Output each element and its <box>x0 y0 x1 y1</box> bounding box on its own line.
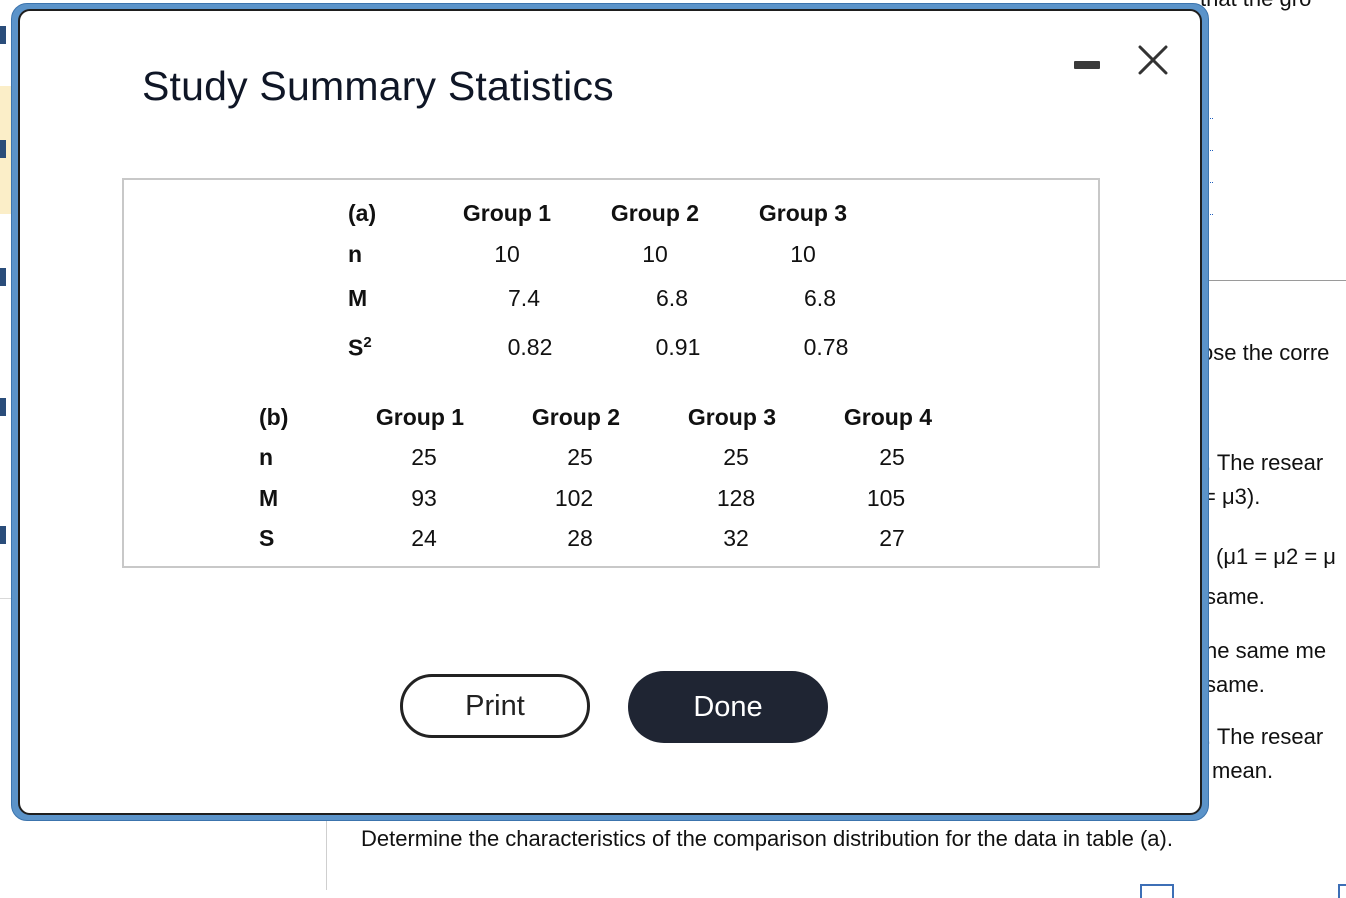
background-text: he same me <box>1205 638 1327 663</box>
background-text: same. <box>1205 672 1265 697</box>
dialog-title: Study Summary Statistics <box>142 63 614 109</box>
table-cell: 25 <box>879 444 905 470</box>
left-highlight-strip <box>0 86 12 214</box>
background-text: that the gro <box>1200 0 1311 12</box>
table-cell: 25 <box>567 444 593 470</box>
left-edge-marker <box>0 26 6 44</box>
table-cell: 10 <box>790 241 816 267</box>
table-cell: 7.4 <box>508 285 540 311</box>
left-edge-marker <box>0 398 6 416</box>
left-edge-marker <box>0 140 6 158</box>
table-b-header: Group 4 <box>843 404 933 430</box>
table-cell: 6.8 <box>804 285 836 311</box>
minimize-icon <box>1074 61 1100 69</box>
table-cell: 25 <box>723 444 749 470</box>
row-label-s: S <box>259 525 275 551</box>
table-cell: 128 <box>716 485 756 511</box>
answer-box[interactable] <box>1140 884 1174 898</box>
table-cell: 28 <box>567 525 593 551</box>
background-text: . The resear <box>1205 724 1324 749</box>
table-a-label: (a) <box>348 200 377 226</box>
left-edge-marker <box>0 526 6 544</box>
close-icon <box>1138 45 1168 75</box>
print-button[interactable]: Print <box>400 674 590 738</box>
table-cell: 27 <box>879 525 905 551</box>
table-b-label: (b) <box>259 404 289 430</box>
table-cell: 10 <box>642 241 668 267</box>
table-a-header: Group 3 <box>758 200 848 226</box>
row-label-m: M <box>348 285 368 311</box>
minimize-button[interactable] <box>1072 59 1102 71</box>
divider <box>1206 280 1346 281</box>
row-label-m: M <box>259 485 279 511</box>
divider <box>0 598 12 599</box>
table-cell: 6.8 <box>656 285 688 311</box>
table-cell: 102 <box>554 485 594 511</box>
done-button[interactable]: Done <box>628 671 828 743</box>
background-text: (μ1 = μ2 = μ <box>1216 544 1336 569</box>
background-text: mean. <box>1212 758 1274 783</box>
table-b-header: Group 2 <box>531 404 621 430</box>
question-text: Determine the characteristics of the com… <box>361 826 1173 851</box>
close-button[interactable] <box>1134 41 1172 79</box>
left-edge-marker <box>0 268 6 286</box>
table-cell: 93 <box>411 485 437 511</box>
divider <box>326 818 327 890</box>
row-label-n: n <box>348 241 363 267</box>
table-cell: 25 <box>411 444 437 470</box>
table-b-header: Group 1 <box>375 404 465 430</box>
background-text: = μ3). <box>1203 484 1261 509</box>
statistics-table-panel: (a) Group 1 Group 2 Group 3 n 10 10 10 M… <box>122 178 1100 568</box>
answer-box[interactable] <box>1338 884 1346 898</box>
study-summary-dialog: Study Summary Statistics (a) Group 1 Gro… <box>18 9 1202 815</box>
table-a-header: Group 2 <box>610 200 700 226</box>
table-cell: 24 <box>411 525 437 551</box>
table-cell: 0.82 <box>507 334 553 360</box>
background-text: . The resear <box>1205 450 1324 475</box>
background-text: ose the corre <box>1201 340 1330 365</box>
table-b-header: Group 3 <box>687 404 777 430</box>
table-cell: 32 <box>723 525 749 551</box>
row-label-n: n <box>259 444 274 470</box>
table-cell: 0.78 <box>803 334 849 360</box>
table-cell: 105 <box>866 485 906 511</box>
table-cell: 0.91 <box>655 334 701 360</box>
background-text: same. <box>1205 584 1265 609</box>
table-cell: 10 <box>494 241 520 267</box>
table-a-header: Group 1 <box>462 200 552 226</box>
row-label-s-squared: S2 <box>348 334 372 361</box>
